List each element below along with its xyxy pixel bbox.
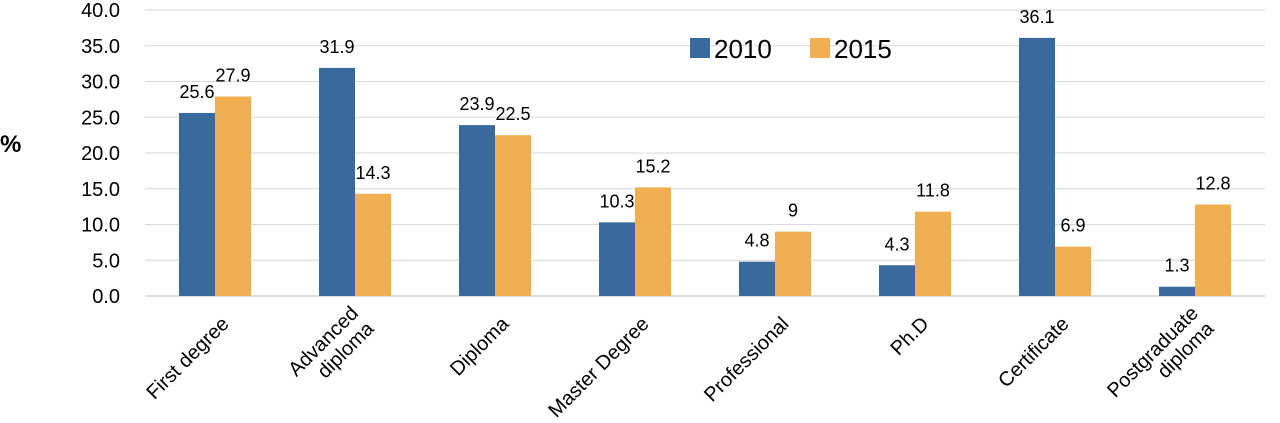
x-category-label: Diploma — [446, 312, 514, 380]
data-label-2015-7: 12.8 — [1195, 173, 1230, 193]
bar-2015-0 — [215, 96, 251, 296]
data-label-2015-0: 27.9 — [215, 66, 250, 86]
data-label-2015-1: 14.3 — [355, 163, 390, 183]
y-tick-label: 35.0 — [81, 36, 120, 58]
data-label-2010-4: 4.8 — [744, 231, 769, 251]
x-category-label-line: Ph.D — [886, 313, 933, 360]
bar-2015-6 — [1055, 246, 1091, 296]
bar-2015-4 — [775, 231, 811, 296]
bar-2010-6 — [1019, 37, 1055, 296]
x-category-label: First degree — [142, 313, 233, 404]
bar-2010-0 — [179, 112, 215, 297]
y-axis-label: % — [0, 131, 21, 158]
y-tick-label: 15.0 — [81, 179, 120, 201]
x-category-label-line: First degree — [142, 313, 233, 404]
bar-2010-4 — [739, 261, 775, 296]
data-label-2010-2: 23.9 — [459, 94, 494, 114]
y-tick-label: 0.0 — [92, 286, 120, 308]
legend-swatch-2015 — [810, 38, 830, 58]
x-category-label-line: Master Degree — [544, 313, 653, 422]
x-category-label: Professional — [700, 313, 793, 406]
data-label-2015-5: 11.8 — [916, 181, 950, 201]
x-category-label: Certificate — [994, 313, 1073, 392]
legend-label-2015: 2015 — [834, 34, 892, 64]
legend-label-2010: 2010 — [714, 34, 772, 64]
data-label-2010-0: 25.6 — [179, 82, 214, 102]
data-label-2015-3: 15.2 — [635, 156, 670, 176]
bar-2015-7 — [1195, 204, 1231, 296]
bar-2010-2 — [459, 125, 495, 297]
x-category-label-line: Certificate — [994, 313, 1073, 392]
bar-2015-3 — [635, 187, 671, 296]
bar-2015-2 — [495, 135, 531, 296]
y-tick-label: 20.0 — [81, 143, 120, 165]
bar-2010-1 — [319, 67, 355, 296]
legend-swatch-2010 — [690, 38, 710, 58]
data-label-2015-4: 9 — [788, 201, 798, 221]
y-tick-label: 10.0 — [81, 215, 120, 237]
data-label-2015-6: 6.9 — [1060, 216, 1085, 236]
x-category-label: Postgraduatediploma — [1103, 302, 1219, 418]
y-tick-label: 40.0 — [81, 0, 120, 22]
data-label-2010-5: 4.3 — [884, 234, 909, 254]
x-category-label-line: Professional — [700, 313, 793, 406]
y-tick-label: 25.0 — [81, 107, 120, 129]
x-category-label-line: Diploma — [446, 312, 514, 380]
data-label-2010-6: 36.1 — [1019, 7, 1054, 27]
x-category-label: Advanceddiploma — [284, 302, 379, 397]
data-label-2015-2: 22.5 — [495, 104, 530, 124]
x-category-label: Master Degree — [544, 313, 653, 422]
data-label-2010-7: 1.3 — [1164, 256, 1189, 276]
y-tick-label: 30.0 — [81, 72, 120, 94]
data-label-2010-1: 31.9 — [319, 37, 354, 57]
bar-2010-3 — [599, 222, 635, 296]
bar-2015-1 — [355, 193, 391, 296]
y-tick-label: 5.0 — [92, 250, 120, 272]
x-category-label: Ph.D — [886, 313, 933, 360]
data-label-2010-3: 10.3 — [599, 191, 634, 211]
bar-2015-5 — [915, 211, 951, 296]
bar-2010-5 — [879, 265, 915, 296]
bar-2010-7 — [1159, 286, 1195, 296]
